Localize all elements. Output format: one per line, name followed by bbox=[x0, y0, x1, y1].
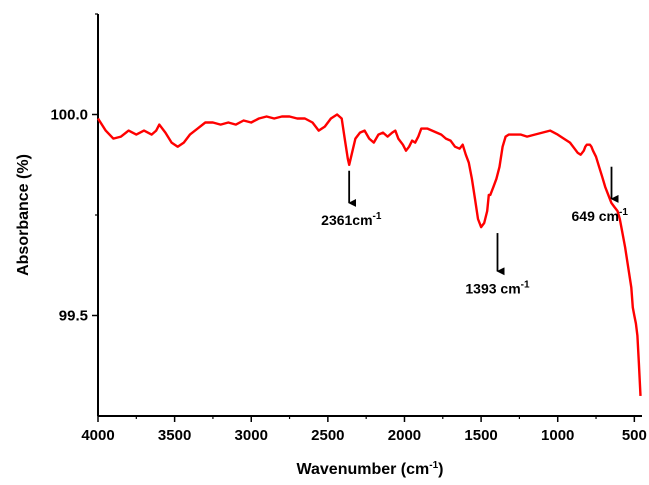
x-tick-label: 3500 bbox=[158, 427, 191, 444]
y-tick-label: 99.5 bbox=[59, 308, 88, 325]
axes: 4000 3500 3000 2500 2000 1500 1000 500 99.5 100.0 bbox=[50, 13, 647, 444]
series-layer bbox=[96, 113, 642, 396]
y-axis-title: Absorbance (%) bbox=[15, 154, 32, 276]
axis-titles: Wavenumber (cm-1) Absorbance (%) bbox=[15, 154, 444, 478]
annotations: 2361cm-1 1393 cm-1 649 cm-1 bbox=[321, 166, 629, 296]
x-tick-label: 500 bbox=[622, 427, 647, 444]
x-axis-title: Wavenumber (cm-1) bbox=[296, 460, 443, 478]
annotation-label: 649 cm-1 bbox=[572, 207, 629, 224]
x-tick-label: 2000 bbox=[388, 427, 421, 444]
annotation-label: 2361cm-1 bbox=[321, 211, 382, 228]
annotation-label: 1393 cm-1 bbox=[465, 279, 530, 296]
x-tick-label: 3000 bbox=[235, 427, 268, 444]
x-tick-label: 1500 bbox=[464, 427, 497, 444]
x-tick-label: 4000 bbox=[81, 427, 114, 444]
y-tick-label: 100.0 bbox=[50, 107, 88, 124]
x-tick-label: 2500 bbox=[311, 427, 344, 444]
series-line bbox=[96, 113, 642, 396]
x-tick-label: 1000 bbox=[541, 427, 574, 444]
